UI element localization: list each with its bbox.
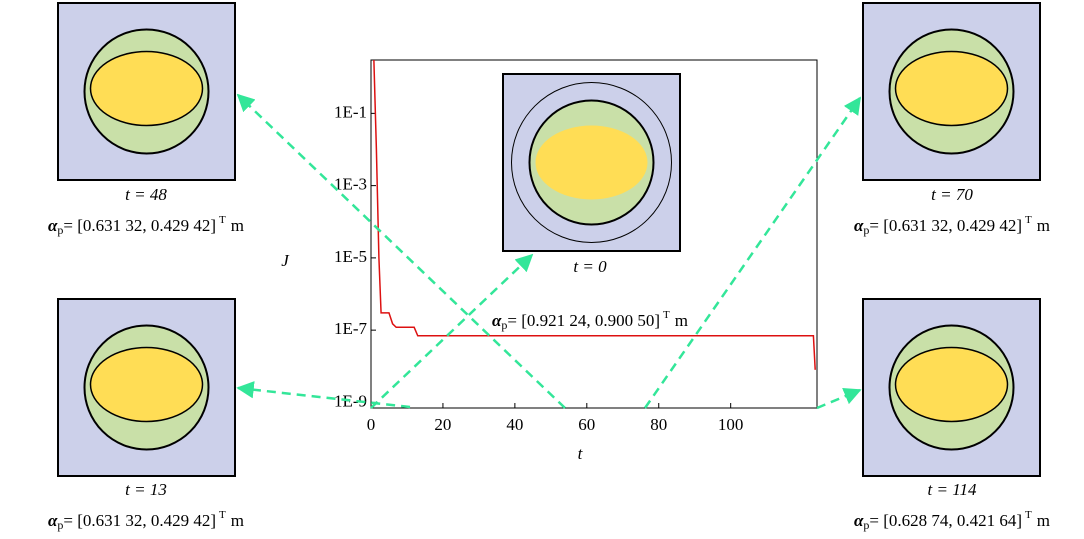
time-caption: t = 13 [125,480,167,499]
x-tick-label: 100 [718,415,744,434]
time-caption: t = 114 [928,480,977,499]
time-caption: t = 70 [931,185,973,204]
y-tick-label: 1E-5 [334,247,367,266]
x-tick-label: 0 [367,415,376,434]
vector: = [0.631 32, 0.429 42] [63,511,216,530]
ellipse [91,52,203,126]
ellipse [896,52,1008,126]
x-tick-label: 80 [650,415,667,434]
x-tick-label: 20 [434,415,451,434]
x-tick-label: 60 [578,415,595,434]
x-axis-label: t [578,444,584,463]
y-tick-label: 1E-3 [334,175,367,194]
vector: = [0.631 32, 0.429 42] [869,216,1022,235]
unit: m [1037,216,1050,235]
superscript: T [663,309,670,321]
ellipse [896,348,1008,422]
time-caption: t = 48 [125,185,167,204]
y-tick-label: 1E-7 [334,319,368,338]
y-axis-label: J [281,251,290,270]
unit: m [675,311,688,330]
y-tick-label: 1E-1 [334,102,367,121]
arrow [817,390,860,408]
superscript: T [219,509,226,521]
vector: = [0.628 74, 0.421 64] [869,511,1022,530]
x-tick-label: 40 [506,415,523,434]
vector: = [0.631 32, 0.429 42] [63,216,216,235]
time-caption: t = 0 [573,257,607,276]
unit: m [1037,511,1050,530]
superscript: T [219,214,226,226]
superscript: T [1025,214,1032,226]
ellipse [91,348,203,422]
figure: J t t = 48 αp= [0.631 32, 0.429 42]Tm t = … [0,0,1084,539]
unit: m [231,216,244,235]
superscript: T [1025,509,1032,521]
ellipse [536,126,648,200]
vector: = [0.921 24, 0.900 50] [507,311,660,330]
unit: m [231,511,244,530]
